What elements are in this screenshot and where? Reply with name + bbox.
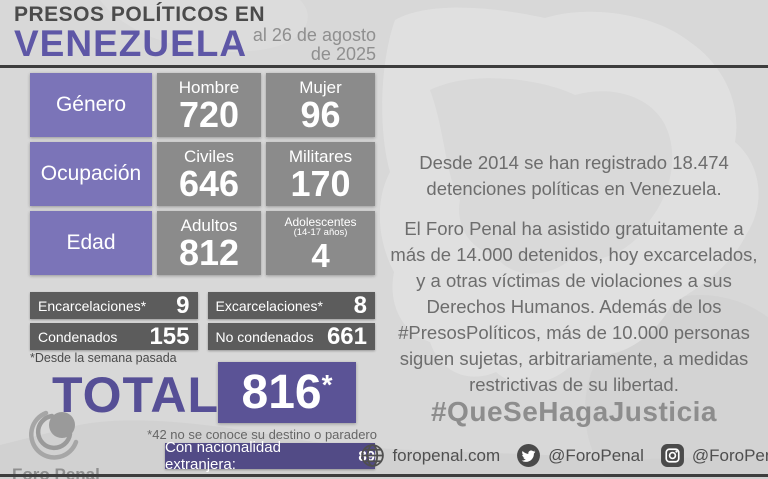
cell-militares: Militares 170 xyxy=(266,142,375,206)
cell-subheader: (14-17 años) xyxy=(293,227,348,239)
total-asterisk: * xyxy=(321,368,333,400)
report-date-line-2: de 2025 xyxy=(310,43,376,64)
stat-value: 661 xyxy=(326,322,367,350)
stat-value: 8 xyxy=(353,291,367,319)
stat-value: 155 xyxy=(149,322,190,350)
instagram-link[interactable]: @ForoPenal xyxy=(660,443,768,468)
stats-footnote: *Desde la semana pasada xyxy=(30,351,177,365)
cell-value: 96 xyxy=(300,93,341,135)
cell-adolescentes: Adolescentes (14-17 años) 4 xyxy=(266,211,375,275)
instagram-icon xyxy=(660,444,684,467)
report-date: al 26 de agosto de 2025 xyxy=(230,26,376,64)
row-label-genero: Género xyxy=(30,73,152,137)
instagram-handle-label: @ForoPenal xyxy=(691,445,768,465)
cell-header: Hombre xyxy=(178,77,240,97)
cell-header: Adolescentes xyxy=(284,215,357,230)
stat-label: Encarcelaciones* xyxy=(38,297,147,314)
foreign-nationality-bar: Con nacionalidad extranjera: 89 xyxy=(165,439,375,473)
cell-value: 170 xyxy=(290,162,351,204)
cell-value: 812 xyxy=(178,231,240,273)
stat-value: 9 xyxy=(176,291,190,319)
foreign-nationality-label: Con nacionalidad extranjera: xyxy=(165,439,281,473)
website-link[interactable]: foropenal.com xyxy=(360,443,500,468)
cell-header: Civiles xyxy=(183,146,235,166)
cell-civiles: Civiles 646 xyxy=(157,142,261,206)
row-label-edad: Edad xyxy=(30,211,152,275)
cell-value: 4 xyxy=(311,236,330,274)
total-footnote: *42 no se conoce su destino o paradero xyxy=(147,427,377,442)
twitter-icon xyxy=(517,444,541,467)
stat-no-condenados: No condenados 661 xyxy=(207,322,375,350)
cell-header: Adultos xyxy=(180,215,238,235)
secondary-stats: Encarcelaciones* 9 Excarcelaciones* 8 Co… xyxy=(30,292,375,350)
page-title: PRESOS POLÍTICOS EN VENEZUELA xyxy=(14,3,266,64)
title-line-1: PRESOS POLÍTICOS EN xyxy=(14,3,266,26)
foro-penal-logo-icon xyxy=(29,410,79,460)
paragraph-foro-penal: El Foro Penal ha asistido gratuitamente … xyxy=(390,218,758,395)
cell-header: Militares xyxy=(288,146,353,166)
stat-excarcelaciones: Excarcelaciones* 8 xyxy=(207,291,375,319)
foro-penal-logo: Foro Penal xyxy=(10,410,130,479)
cell-header: Mujer xyxy=(299,77,342,97)
social-footer: foropenal.com @ForoPenal @ForoPenal xyxy=(361,443,768,468)
cell-value: 646 xyxy=(178,162,240,204)
row-label-text: Edad xyxy=(66,231,116,254)
stat-label: Excarcelaciones* xyxy=(215,297,323,314)
row-label-ocupacion: Ocupación xyxy=(30,142,152,206)
report-date-line-1: al 26 de agosto xyxy=(252,25,376,45)
stat-condenados: Condenados 155 xyxy=(30,323,198,350)
globe-icon xyxy=(361,444,385,467)
twitter-link[interactable]: @ForoPenal xyxy=(516,443,644,468)
total-value-box: 816 * xyxy=(218,362,356,423)
twitter-handle-label: @ForoPenal xyxy=(548,445,644,465)
description-text: Desde 2014 se han registrado 18.474 dete… xyxy=(385,150,763,412)
total-value: 816 xyxy=(241,365,322,419)
stat-label: No condenados xyxy=(215,328,314,345)
paragraph-registrations: Desde 2014 se han registrado 18.474 dete… xyxy=(419,152,729,199)
row-label-text: Género xyxy=(55,93,127,116)
hashtag-justice: #QueSeHagaJusticia xyxy=(430,396,718,427)
header-divider xyxy=(0,65,768,68)
stat-encarcelaciones: Encarcelaciones* 9 xyxy=(30,292,198,319)
cell-hombre: Hombre 720 xyxy=(157,73,261,137)
title-line-2: VENEZUELA xyxy=(14,23,248,64)
cell-adultos: Adultos 812 xyxy=(157,211,261,275)
row-label-text: Ocupación xyxy=(40,162,142,185)
website-label: foropenal.com xyxy=(392,445,501,465)
stats-table: Género Hombre 720 Mujer 96 Ocupación Civ… xyxy=(30,73,375,275)
cell-value: 720 xyxy=(178,93,240,135)
total-label: TOTAL xyxy=(52,367,220,423)
cell-mujer: Mujer 96 xyxy=(266,73,375,137)
footer-divider xyxy=(0,474,768,477)
stat-label: Condenados xyxy=(38,328,118,345)
